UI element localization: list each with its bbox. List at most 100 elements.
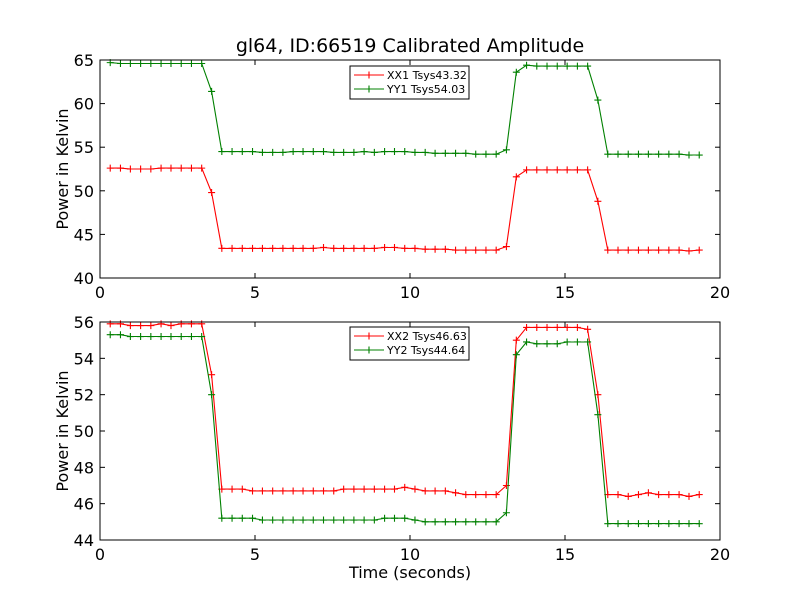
data-point xyxy=(218,148,226,156)
data-point xyxy=(228,148,236,156)
data-point xyxy=(350,148,358,156)
legend-label: XX1 Tsys43.32 xyxy=(387,69,467,82)
data-point xyxy=(502,146,510,154)
data-point xyxy=(665,491,673,499)
data-point xyxy=(523,323,531,331)
data-point xyxy=(340,148,348,156)
legend-marker xyxy=(365,71,373,79)
data-point xyxy=(401,483,409,491)
y-tick-label: 54 xyxy=(74,349,94,368)
data-point xyxy=(187,164,195,172)
data-point xyxy=(594,96,602,104)
data-point xyxy=(258,244,266,252)
data-point xyxy=(492,518,500,526)
data-point xyxy=(370,244,378,252)
data-point xyxy=(167,164,175,172)
data-point xyxy=(187,59,195,67)
legend-marker xyxy=(365,85,373,93)
data-point xyxy=(573,323,581,331)
data-point xyxy=(116,59,124,67)
data-point xyxy=(523,166,531,174)
data-point xyxy=(563,323,571,331)
data-point xyxy=(502,509,510,517)
data-point xyxy=(665,150,673,158)
data-point xyxy=(462,246,470,254)
data-point xyxy=(167,333,175,341)
data-point xyxy=(289,516,297,524)
data-point xyxy=(279,148,287,156)
legend-label: YY2 Tsys44.64 xyxy=(386,344,465,357)
data-point xyxy=(238,514,246,522)
data-point xyxy=(147,333,155,341)
data-point xyxy=(238,148,246,156)
series-1 xyxy=(106,320,703,500)
data-point xyxy=(482,150,490,158)
data-point xyxy=(584,166,592,174)
data-point xyxy=(187,320,195,328)
data-point xyxy=(177,59,185,67)
data-point xyxy=(381,514,389,522)
data-point xyxy=(147,165,155,173)
data-point xyxy=(218,244,226,252)
data-point xyxy=(289,244,297,252)
data-point xyxy=(208,371,216,379)
data-point xyxy=(523,61,531,69)
data-point xyxy=(106,320,114,328)
data-point xyxy=(452,246,460,254)
data-point xyxy=(198,59,206,67)
data-point xyxy=(208,189,216,197)
data-point xyxy=(584,338,592,346)
data-point xyxy=(695,491,703,499)
data-point xyxy=(624,246,632,254)
data-point xyxy=(320,243,328,251)
data-point xyxy=(695,246,703,254)
data-point xyxy=(411,148,419,156)
data-point xyxy=(594,411,602,419)
data-point xyxy=(644,150,652,158)
data-point xyxy=(320,487,328,495)
x-tick-label: 0 xyxy=(95,283,105,302)
data-point xyxy=(655,246,663,254)
legend-marker xyxy=(365,332,373,340)
series-2 xyxy=(106,331,703,528)
plot-panel-1: gl64, ID:66519 Calibrated Amplitude 0 5 10 1… xyxy=(53,35,730,302)
y-tick-label: 40 xyxy=(74,269,94,288)
data-point xyxy=(167,322,175,330)
data-point xyxy=(655,520,663,528)
data-point xyxy=(482,491,490,499)
data-point xyxy=(563,62,571,70)
data-point xyxy=(492,491,500,499)
chart-title: gl64, ID:66519 Calibrated Amplitude xyxy=(236,35,584,57)
legend-marker xyxy=(365,346,373,354)
plot-panel-2: 0 5 10 15 20 44 46 48 50 52 54 56 Power in Kelvin Tim… xyxy=(53,313,730,582)
data-point xyxy=(116,164,124,172)
data-point xyxy=(258,148,266,156)
data-point xyxy=(228,244,236,252)
data-point xyxy=(137,165,145,173)
data-point xyxy=(431,245,439,253)
x-tick-label: 0 xyxy=(95,545,105,564)
data-point xyxy=(604,150,612,158)
data-point xyxy=(299,487,307,495)
data-point xyxy=(370,516,378,524)
data-point xyxy=(411,244,419,252)
data-point xyxy=(452,149,460,157)
y-tick-label: 56 xyxy=(74,313,94,332)
data-point xyxy=(553,340,561,348)
data-point xyxy=(634,491,642,499)
data-point xyxy=(614,491,622,499)
data-point xyxy=(330,244,338,252)
data-point xyxy=(228,514,236,522)
data-point xyxy=(147,322,155,330)
data-point xyxy=(137,333,145,341)
data-point xyxy=(573,338,581,346)
data-point xyxy=(177,320,185,328)
data-point xyxy=(258,487,266,495)
data-point xyxy=(126,165,134,173)
y-tick-label: 46 xyxy=(74,495,94,514)
data-point xyxy=(523,338,531,346)
legend-label: XX2 Tsys46.63 xyxy=(387,330,467,343)
data-point xyxy=(614,246,622,254)
data-point xyxy=(106,331,114,339)
